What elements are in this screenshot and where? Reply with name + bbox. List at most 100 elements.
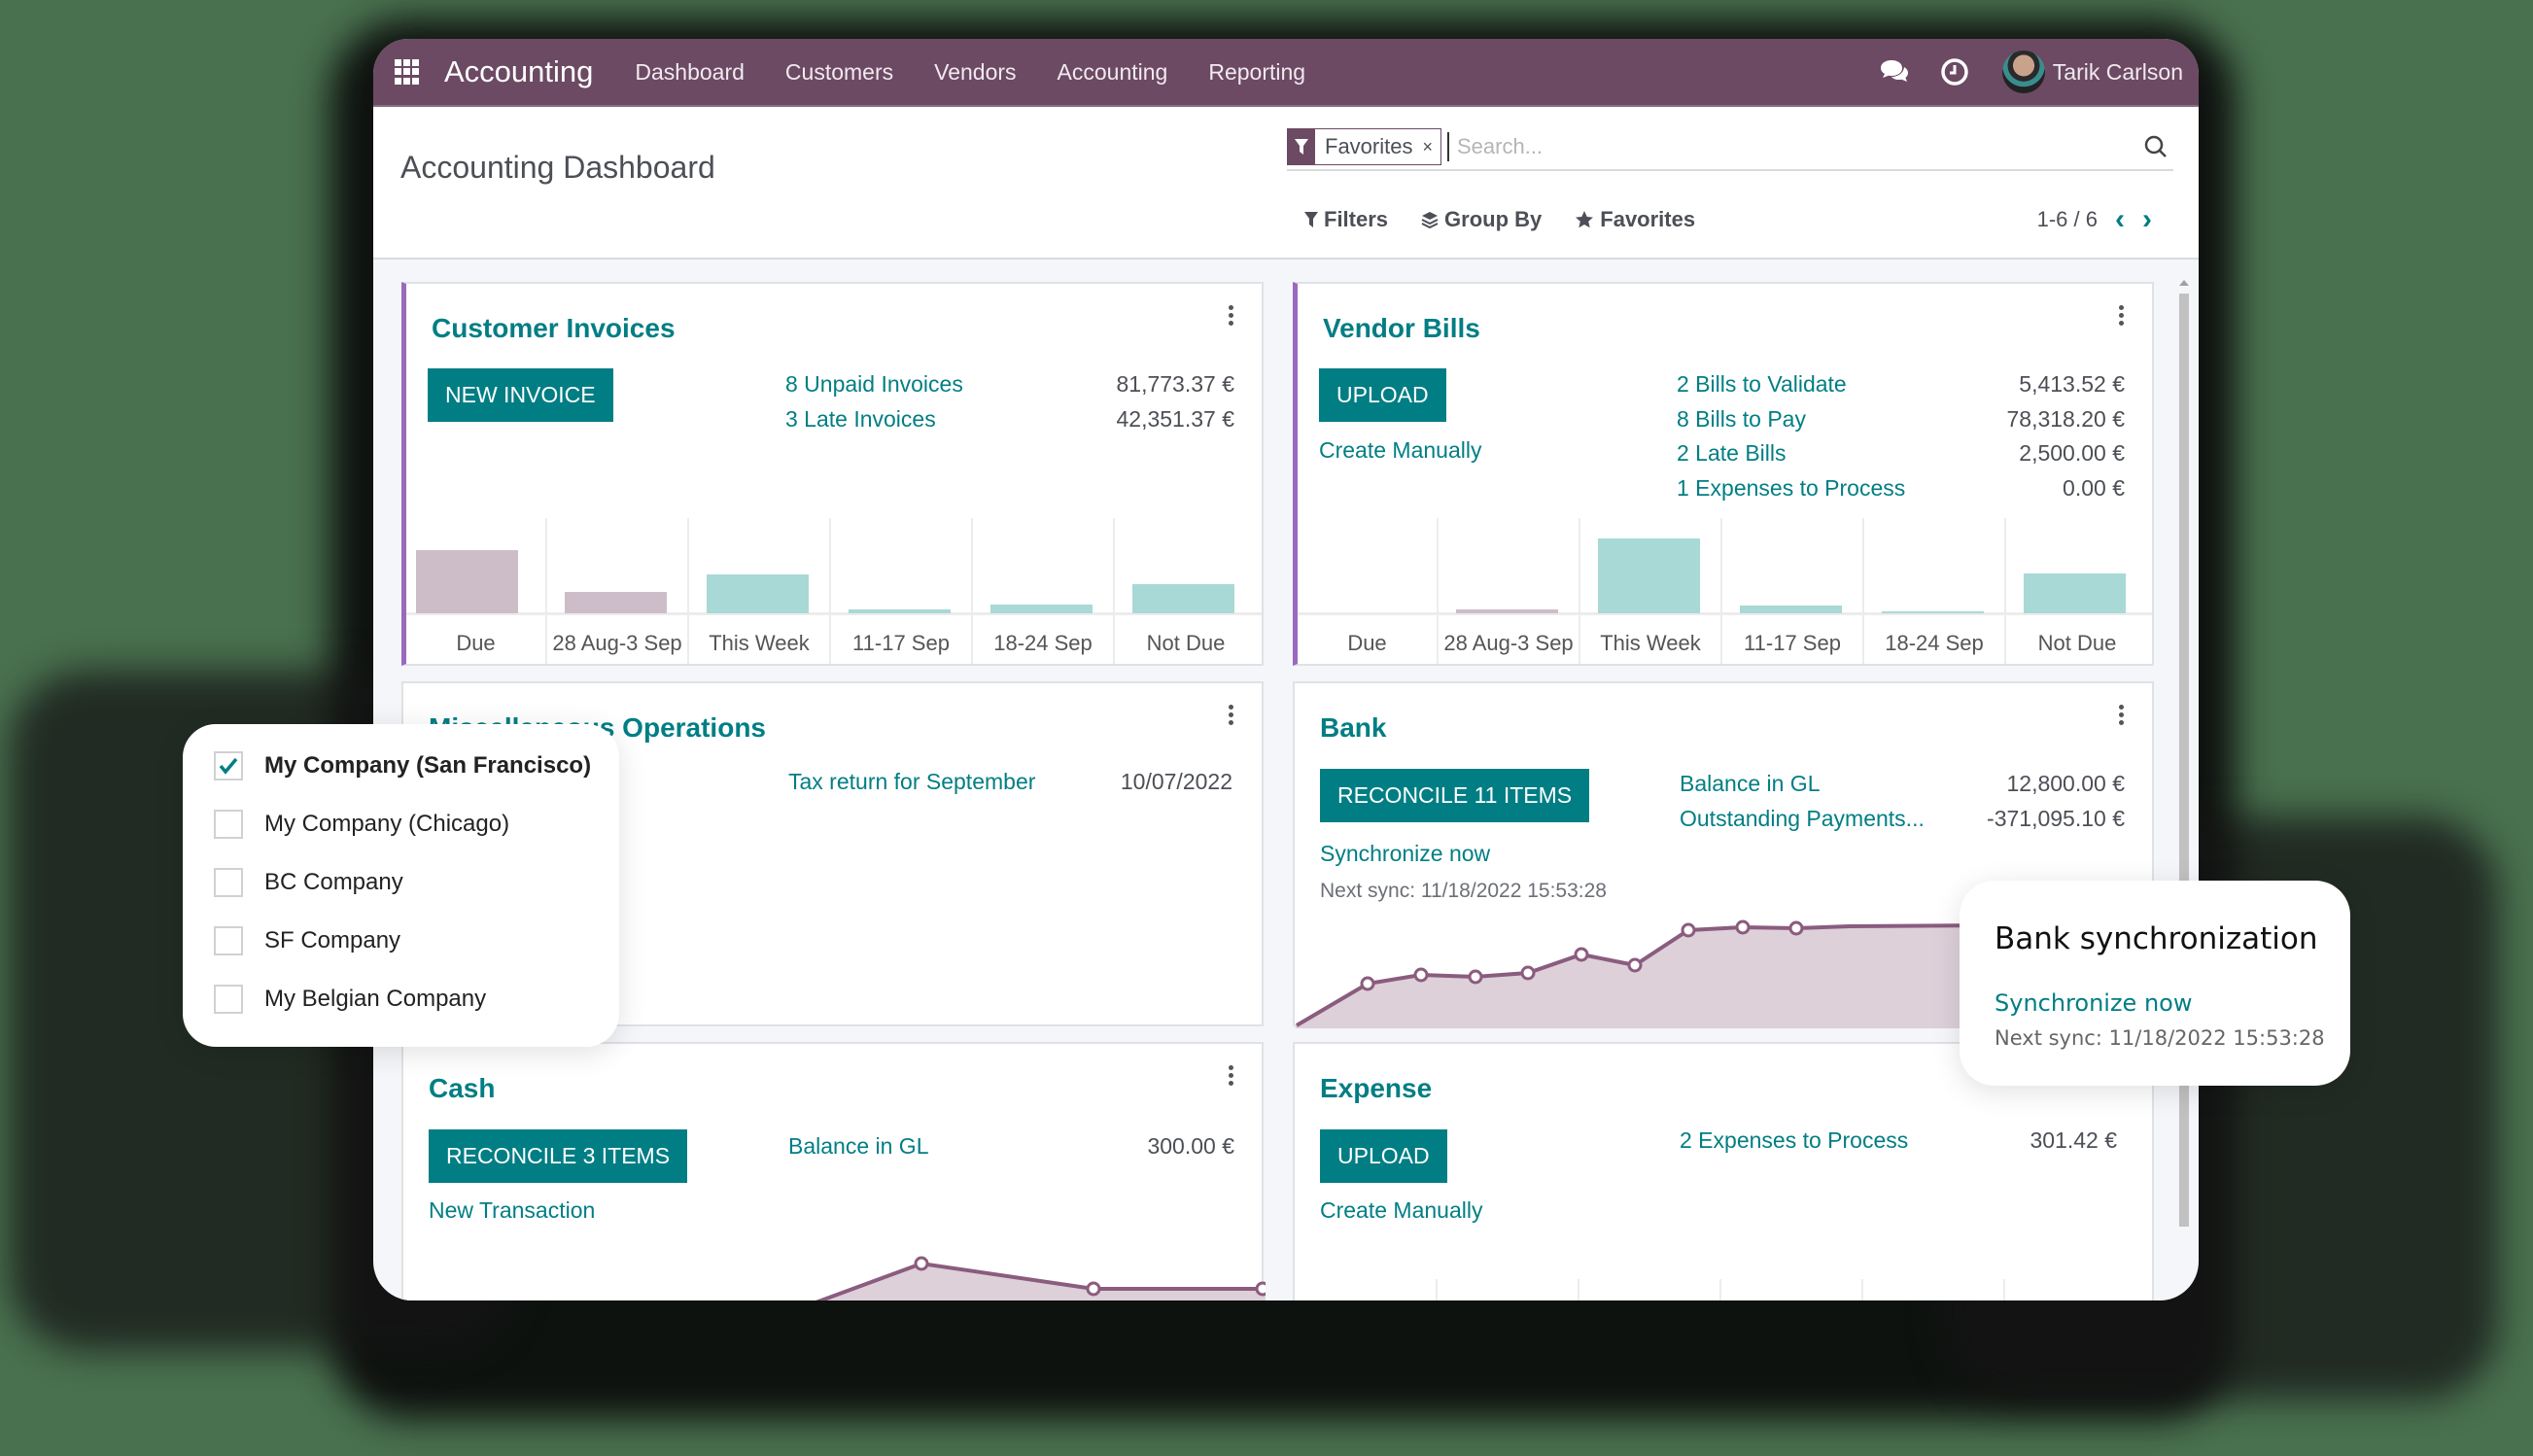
stat-amount: 5,413.52 € (2019, 371, 2125, 397)
app-name[interactable]: Accounting (444, 54, 594, 88)
company-option[interactable]: My Company (Chicago) (214, 810, 509, 839)
company-option[interactable]: My Company (San Francisco) (214, 751, 591, 780)
scrollbar[interactable] (2177, 280, 2191, 1252)
bar-label: 28 Aug-3 Sep (552, 631, 682, 655)
stat-link[interactable]: Outstanding Payments... (1680, 806, 1925, 831)
reconcile-cash-button[interactable]: RECONCILE 3 ITEMS (429, 1129, 688, 1183)
card-title[interactable]: Bank (1320, 712, 1387, 743)
card-title[interactable]: Expense (1320, 1073, 1433, 1103)
group-by-button[interactable]: Group By (1421, 207, 1542, 232)
create-manually-link[interactable]: Create Manually (1320, 1197, 1483, 1223)
card-cash: Cash RECONCILE 3 ITEMS New Transaction B… (401, 1042, 1266, 1300)
search-input[interactable] (1447, 132, 2138, 161)
stat-link[interactable]: Balance in GL (788, 1133, 929, 1159)
bar-due[interactable] (416, 550, 518, 613)
company-label: My Belgian Company (264, 986, 487, 1012)
bar-label: 18-24 Sep (993, 631, 1093, 655)
checkbox[interactable] (214, 810, 243, 839)
synchronize-now-link[interactable]: Synchronize now (1320, 841, 1491, 866)
new-invoice-button[interactable]: NEW INVOICE (428, 368, 613, 422)
create-manually-link[interactable]: Create Manually (1319, 437, 1482, 463)
new-transaction-link[interactable]: New Transaction (429, 1197, 596, 1223)
pager-previous-icon[interactable]: ‹ (2115, 203, 2125, 235)
menu-accounting[interactable]: Accounting (1057, 58, 1168, 85)
pager-next-icon[interactable]: › (2142, 203, 2152, 235)
kebab-menu-icon[interactable] (1227, 1065, 1234, 1086)
kebab-menu-icon[interactable] (2117, 705, 2125, 725)
favorites-label: Favorites (1600, 207, 1696, 231)
checkbox[interactable] (214, 985, 243, 1014)
stat-link[interactable]: 1 Expenses to Process (1677, 475, 1906, 501)
checkbox[interactable] (214, 868, 243, 897)
company-label: My Company (Chicago) (264, 811, 510, 837)
stat-amount: 2,500.00 € (2019, 440, 2125, 466)
tax-return-date: 10/07/2022 (1120, 769, 1232, 794)
bills-bar-chart: Due 28 Aug-3 Sep This Week 11-17 Sep 18-… (1298, 518, 2152, 664)
stat-link[interactable]: 2 Expenses to Process (1680, 1127, 1909, 1153)
tax-return-link[interactable]: Tax return for September (788, 769, 1036, 794)
stat-link[interactable]: 3 Late Invoices (785, 406, 936, 432)
stat-link[interactable]: 2 Bills to Validate (1677, 371, 1847, 397)
bar-next-week[interactable] (1740, 606, 1842, 613)
kebab-menu-icon[interactable] (1227, 305, 1234, 326)
favorites-facet[interactable]: Favorites × (1287, 128, 1441, 165)
stat-link[interactable]: 8 Unpaid Invoices (785, 371, 963, 397)
checkbox[interactable] (214, 926, 243, 955)
user-name[interactable]: Tarik Carlson (2052, 58, 2183, 85)
company-label: BC Company (264, 869, 403, 895)
bar-label: This Week (709, 631, 810, 655)
scroll-up-icon[interactable] (2179, 280, 2189, 286)
stat-amount: 81,773.37 € (1116, 371, 1234, 397)
card-title[interactable]: Vendor Bills (1323, 313, 1480, 343)
pager-value[interactable]: 1-6 / 6 (2036, 207, 2098, 231)
stat-link[interactable]: 8 Bills to Pay (1677, 406, 1806, 432)
filter-funnel-icon (1288, 129, 1315, 164)
bar-past-week[interactable] (565, 592, 667, 613)
avatar[interactable] (2001, 51, 2045, 93)
filters-button[interactable]: Filters (1304, 207, 1388, 232)
company-switcher-dropdown: My Company (San Francisco) My Company (C… (183, 724, 619, 1047)
checkbox-checked[interactable] (214, 751, 243, 780)
company-option[interactable]: BC Company (214, 868, 403, 897)
search-options: Filters Group By Favorites (1304, 207, 1695, 232)
bar-next-week[interactable] (849, 609, 951, 613)
menu-reporting[interactable]: Reporting (1208, 58, 1306, 85)
synchronize-now-link[interactable]: Synchronize now (1995, 989, 2193, 1017)
company-option[interactable]: My Belgian Company (214, 985, 486, 1014)
bar-not-due[interactable] (2024, 573, 2126, 613)
upload-expense-button[interactable]: UPLOAD (1320, 1129, 1447, 1183)
bar-label: 11-17 Sep (1744, 631, 1841, 655)
upload-bill-button[interactable]: UPLOAD (1319, 368, 1446, 422)
reconcile-bank-button[interactable]: RECONCILE 11 ITEMS (1320, 769, 1590, 822)
bar-this-week[interactable] (707, 574, 809, 613)
stat-amount: 0.00 € (2063, 475, 2125, 501)
card-title[interactable]: Customer Invoices (432, 313, 676, 343)
stat-link[interactable]: Balance in GL (1680, 771, 1821, 796)
menu-vendors[interactable]: Vendors (934, 58, 1017, 85)
bar-past-week[interactable] (1456, 609, 1558, 613)
card-customer-invoices: Customer Invoices NEW INVOICE 8 Unpaid I… (401, 282, 1264, 666)
clock-icon[interactable] (1938, 55, 1971, 88)
company-option[interactable]: SF Company (214, 926, 400, 955)
facet-remove-icon[interactable]: × (1422, 136, 1433, 156)
card-title[interactable]: Cash (429, 1073, 496, 1103)
favorites-button[interactable]: Favorites (1575, 207, 1695, 232)
control-panel: Accounting Dashboard Favorites × Filters (373, 107, 2199, 260)
menu-dashboard[interactable]: Dashboard (635, 58, 745, 85)
menu-customers[interactable]: Customers (784, 58, 894, 85)
bar-label: 28 Aug-3 Sep (1443, 631, 1574, 655)
scroll-thumb[interactable] (2179, 294, 2189, 1227)
bar-not-due[interactable] (1132, 584, 1234, 613)
chat-icon[interactable] (1878, 55, 1911, 88)
search-icon[interactable] (2138, 134, 2173, 159)
bar-label: Not Due (2037, 631, 2117, 655)
layers-icon (1421, 212, 1439, 228)
bar-this-week[interactable] (1598, 538, 1700, 613)
stat-link[interactable]: 2 Late Bills (1677, 440, 1787, 466)
apps-grid-icon[interactable] (395, 59, 420, 85)
kebab-menu-icon[interactable] (2117, 305, 2125, 326)
filters-label: Filters (1324, 207, 1389, 231)
bar-week-after[interactable] (990, 605, 1093, 613)
bar-week-after[interactable] (1882, 611, 1984, 613)
kebab-menu-icon[interactable] (1227, 705, 1234, 725)
